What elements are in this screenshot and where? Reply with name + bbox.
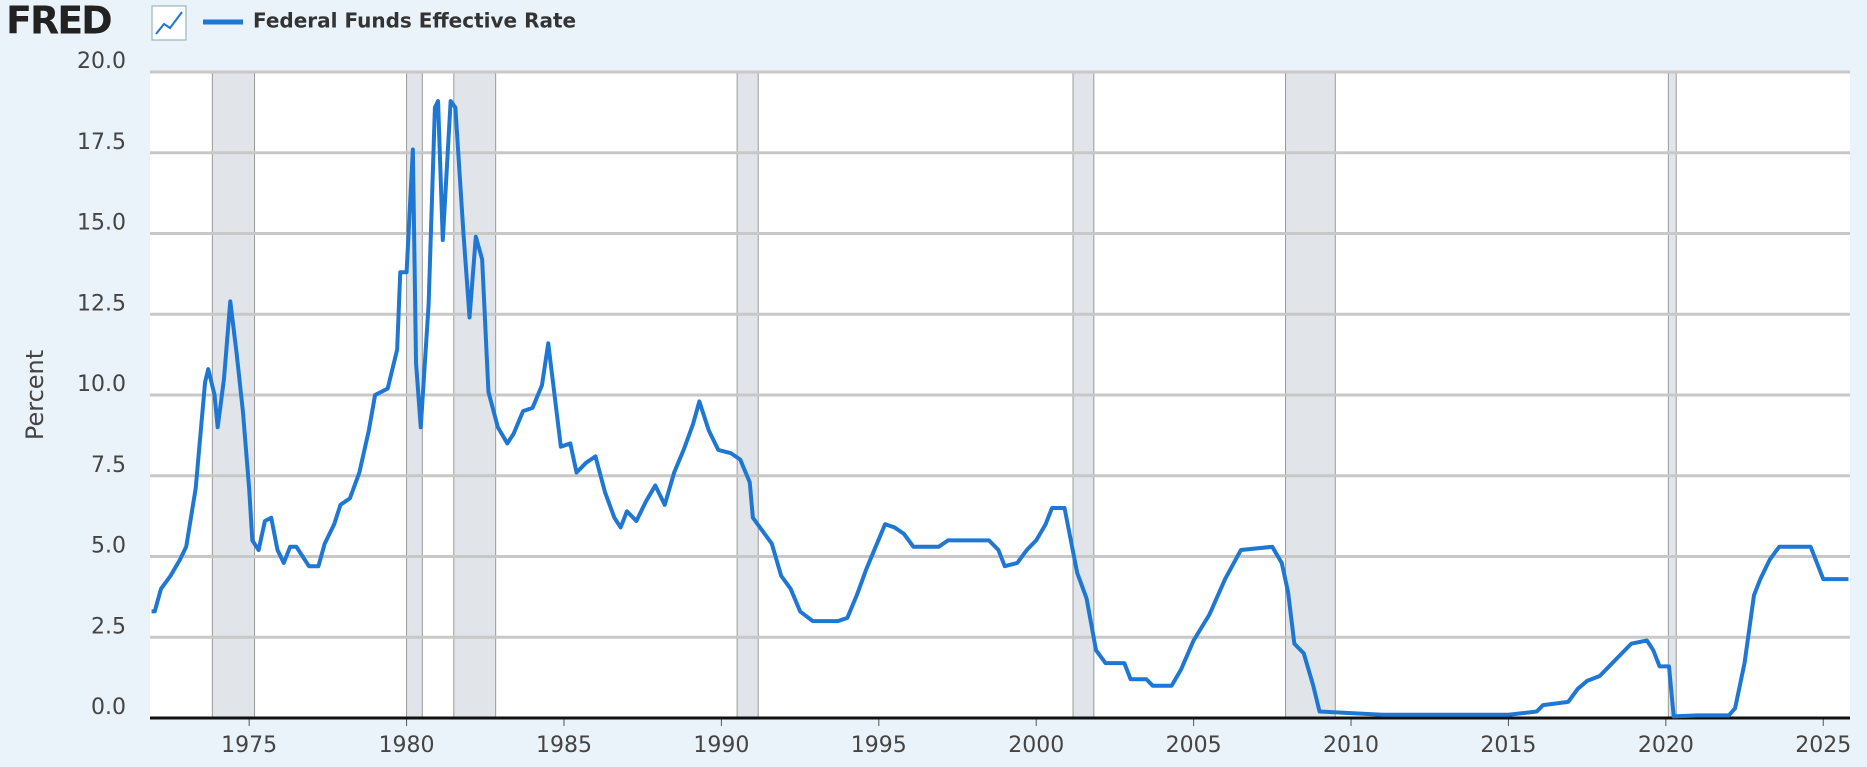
y-tick-label: 0.0 xyxy=(91,695,126,720)
y-axis-label: Percent xyxy=(21,350,49,440)
data-line xyxy=(151,99,1849,719)
x-tick-label: 2015 xyxy=(1480,733,1536,758)
x-tick-label: 1975 xyxy=(221,733,277,758)
chart-icon xyxy=(151,5,187,41)
legend-label: Federal Funds Effective Rate xyxy=(253,9,576,33)
y-tick-label: 5.0 xyxy=(91,534,126,559)
x-tick-label: 1990 xyxy=(693,733,749,758)
y-tick-label: 12.5 xyxy=(77,291,126,316)
x-tick-label: 2000 xyxy=(1008,733,1064,758)
x-tick-label: 2025 xyxy=(1795,733,1851,758)
logo: FRED xyxy=(6,0,111,43)
y-tick-label: 7.5 xyxy=(91,453,126,478)
x-tick-label: 2005 xyxy=(1166,733,1222,758)
y-tick-label: 2.5 xyxy=(91,614,126,639)
x-tick-label: 1985 xyxy=(536,733,592,758)
x-tick-label: 1995 xyxy=(851,733,907,758)
x-tick-label: 2020 xyxy=(1638,733,1694,758)
y-tick-label: 20.0 xyxy=(77,49,126,74)
y-tick-label: 17.5 xyxy=(77,130,126,155)
y-tick-label: 10.0 xyxy=(77,372,126,397)
x-tick-label: 1980 xyxy=(379,733,435,758)
y-tick-label: 15.0 xyxy=(77,211,126,236)
chart-icon-line xyxy=(155,11,183,35)
x-tick-label: 2010 xyxy=(1323,733,1379,758)
